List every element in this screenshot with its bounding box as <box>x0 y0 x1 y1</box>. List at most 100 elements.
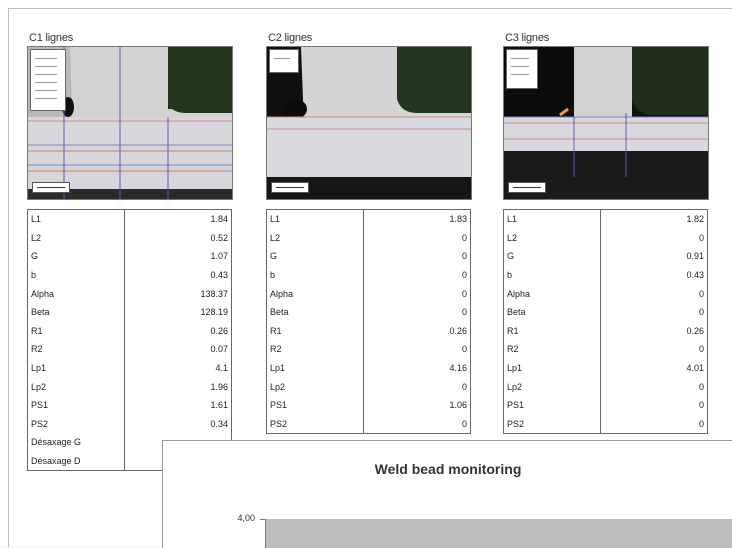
row-value[interactable]: 0 <box>600 414 708 435</box>
row-value[interactable]: 0 <box>600 395 708 415</box>
panel-c3: C3 lignes L1 1.82 <box>503 30 709 435</box>
table-row: R1 0.26 <box>503 321 708 341</box>
scale-bar <box>271 182 309 193</box>
micrograph-image-c2[interactable] <box>266 46 472 200</box>
scale-bar <box>32 182 70 193</box>
row-value[interactable]: 0 <box>600 228 708 248</box>
row-label: Lp2 <box>503 377 601 396</box>
row-value[interactable]: 0.26 <box>363 321 471 341</box>
table-row: Lp1 4.16 <box>266 358 471 378</box>
micrograph-image-c1[interactable] <box>27 46 233 200</box>
row-value[interactable]: 1.06 <box>363 395 471 415</box>
row-value[interactable]: 0.07 <box>124 340 232 359</box>
table-row: PS2 0 <box>266 414 471 435</box>
panel-title: C3 lignes <box>505 32 550 44</box>
sheet-border-top <box>8 8 732 9</box>
row-label: G <box>266 247 364 266</box>
row-value[interactable]: 138.37 <box>124 284 232 303</box>
table-row: L2 0.52 <box>27 228 232 248</box>
scale-bar <box>508 182 546 193</box>
table-row: Alpha 0 <box>503 284 708 303</box>
row-label: Beta <box>266 302 364 322</box>
table-row: G 0.91 <box>503 247 708 266</box>
row-value[interactable]: 0 <box>363 247 471 266</box>
row-value[interactable]: 0 <box>363 265 471 285</box>
row-value[interactable]: 0 <box>363 302 471 322</box>
row-value[interactable]: 128.19 <box>124 302 232 322</box>
row-label: b <box>503 265 601 285</box>
row-label: R1 <box>27 321 125 341</box>
row-value[interactable]: 0.43 <box>124 265 232 285</box>
row-label: Lp1 <box>27 358 125 378</box>
row-value[interactable]: 4.16 <box>363 358 471 378</box>
row-value[interactable]: 0 <box>363 377 471 396</box>
panel-title: C1 lignes <box>29 32 74 44</box>
row-value[interactable]: 0.26 <box>600 321 708 341</box>
table-row: Beta 0 <box>266 302 471 322</box>
row-label: L1 <box>266 208 364 229</box>
table-row: L1 1.84 <box>27 208 232 229</box>
row-value[interactable]: 0.91 <box>600 247 708 266</box>
row-value[interactable]: 0.52 <box>124 228 232 248</box>
row-value[interactable]: 0 <box>363 284 471 303</box>
micrograph-image-c3[interactable] <box>503 46 709 200</box>
row-label: Lp2 <box>27 377 125 396</box>
chart-window[interactable]: Weld bead monitoring 4,00 <box>162 440 732 548</box>
panel-c1: C1 lignes <box>27 30 233 472</box>
row-label: Beta <box>503 302 601 322</box>
row-label: PS1 <box>266 395 364 415</box>
row-value[interactable]: 4.1 <box>124 358 232 378</box>
table-row: b 0.43 <box>27 265 232 285</box>
y-axis-tick <box>260 519 266 520</box>
row-value[interactable]: 0.34 <box>124 414 232 434</box>
row-value[interactable]: 0.26 <box>124 321 232 341</box>
row-value[interactable]: 1.61 <box>124 395 232 415</box>
table-row: L1 1.83 <box>266 208 471 229</box>
row-value[interactable]: 0 <box>600 284 708 303</box>
table-row: Beta 128.19 <box>27 302 232 322</box>
row-value[interactable]: 0.43 <box>600 265 708 285</box>
table-row: PS2 0 <box>503 414 708 435</box>
row-value[interactable]: 4.01 <box>600 358 708 378</box>
image-legend <box>30 49 66 111</box>
image-legend <box>269 49 299 73</box>
row-label: G <box>503 247 601 266</box>
row-label: PS2 <box>503 414 601 435</box>
panel-title: C2 lignes <box>268 32 313 44</box>
table-row: R1 0.26 <box>266 321 471 341</box>
table-row: PS2 0.34 <box>27 414 232 434</box>
row-label: R2 <box>503 340 601 359</box>
row-value[interactable]: 1.84 <box>124 208 232 229</box>
row-value[interactable]: 0 <box>363 414 471 435</box>
micrograph-c3-svg <box>504 47 708 199</box>
row-value[interactable]: 1.96 <box>124 377 232 396</box>
row-value[interactable]: 0 <box>600 302 708 322</box>
row-value[interactable]: 0 <box>600 340 708 359</box>
row-label: PS2 <box>27 414 125 434</box>
row-value[interactable]: 1.83 <box>363 208 471 229</box>
row-value[interactable]: 0 <box>363 340 471 359</box>
row-label: Alpha <box>503 284 601 303</box>
row-label: Lp1 <box>503 358 601 378</box>
table-row: Alpha 138.37 <box>27 284 232 303</box>
table-row: Lp2 1.96 <box>27 377 232 396</box>
row-label: b <box>27 265 125 285</box>
table-row: R2 0 <box>266 340 471 359</box>
row-label: PS2 <box>266 414 364 435</box>
plot-area[interactable] <box>266 519 732 548</box>
measurements-table-c1: L1 1.84 L2 0.52 G 1.07 b 0.43 Alpha 138.37 Be… <box>27 208 232 472</box>
micrograph-c2-svg <box>267 47 471 199</box>
table-row: R2 0.07 <box>27 340 232 359</box>
measurements-table-c3: L1 1.82 L2 0 G 0.91 b 0.43 Alpha 0 Beta 0 R1 0.… <box>503 208 708 435</box>
row-label: L1 <box>503 208 601 229</box>
row-value[interactable]: 0 <box>363 228 471 248</box>
row-value[interactable]: 1.07 <box>124 247 232 266</box>
row-value[interactable]: 0 <box>600 377 708 396</box>
row-label: R1 <box>266 321 364 341</box>
row-label: Désaxage G <box>27 433 125 452</box>
row-value[interactable]: 1.82 <box>600 208 708 229</box>
table-row: Lp1 4.1 <box>27 358 232 378</box>
table-row: Beta 0 <box>503 302 708 322</box>
